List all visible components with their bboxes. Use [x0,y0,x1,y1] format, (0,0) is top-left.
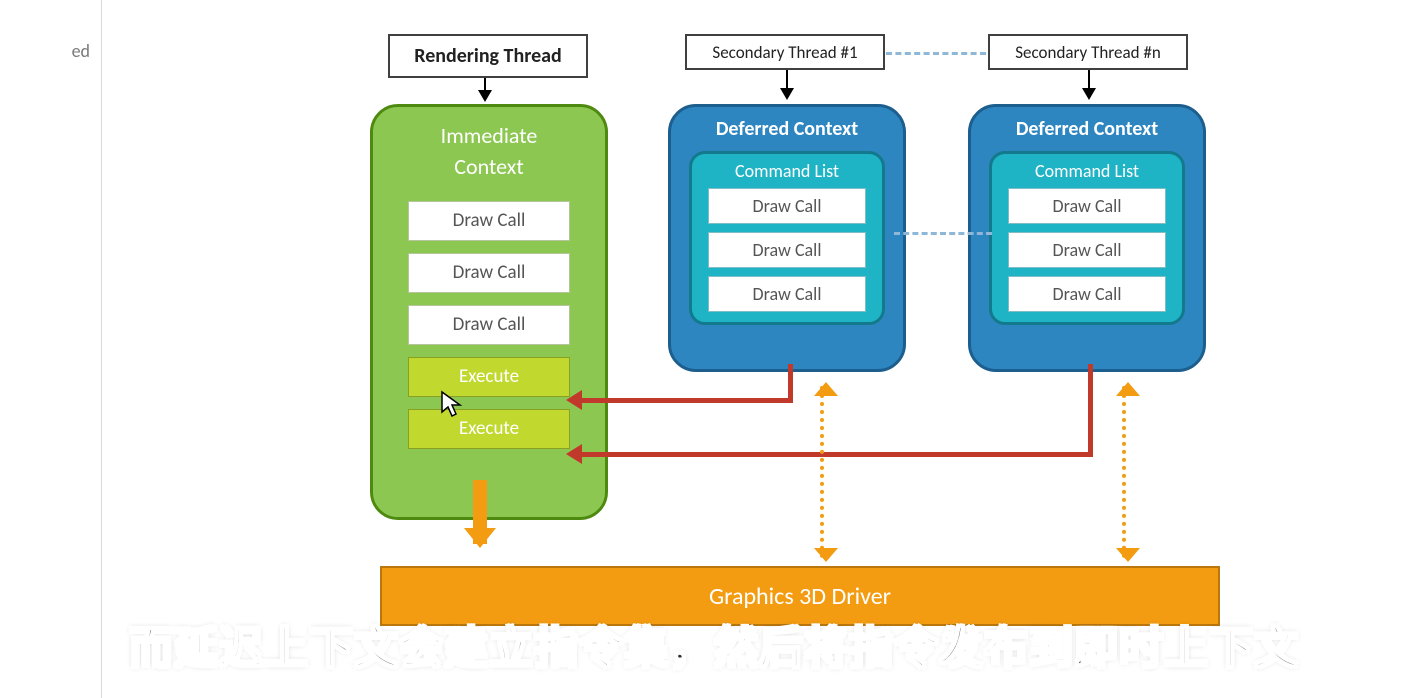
immediate-execute-1: Execute [408,357,570,397]
dash-between-contexts [894,232,992,235]
thread-secondary-1-box: Secondary Thread #1 [685,34,885,70]
command-list-n: Command List Draw Call Draw Call Draw Ca… [989,151,1185,325]
red-connector-2-h [580,452,1093,457]
immediate-draw-call-1: Draw Call [408,201,570,241]
arrow-rendering-down [484,78,486,100]
deferred-context-n-title: Deferred Context [971,117,1203,141]
thread-secondary-n-box: Secondary Thread #n [988,34,1188,70]
red-connector-2-v [1088,364,1093,457]
command-list-1-title: Command List [692,160,882,182]
arrow-secondaryn-down [1088,70,1090,98]
deferred-context-n: Deferred Context Command List Draw Call … [968,104,1206,372]
dotted-arrow-deferred1-driver [820,386,824,558]
immediate-draw-call-2: Draw Call [408,253,570,293]
deferred-context-1: Deferred Context Command List Draw Call … [668,104,906,372]
sidebar-text-fragment: ed [0,40,100,62]
deferredn-draw-call-2: Draw Call [1008,232,1166,268]
red-connector-1-h [580,398,793,403]
deferredn-draw-call-1: Draw Call [1008,188,1166,224]
arrow-immediate-to-driver [473,480,487,544]
red-connector-2-arrowhead [566,444,582,464]
immediate-title-line2: Context [454,153,523,180]
vertical-divider [101,0,102,698]
thread-rendering-box: Rendering Thread [388,34,588,78]
immediate-execute-2: Execute [408,409,570,449]
immediate-title-line1: Immediate [441,122,538,149]
command-list-1: Command List Draw Call Draw Call Draw Ca… [689,151,885,325]
deferred1-draw-call-3: Draw Call [708,276,866,312]
immediate-draw-call-3: Draw Call [408,305,570,345]
arrow-secondary1-down [786,70,788,98]
deferred-context-1-title: Deferred Context [671,117,903,141]
immediate-context-title: Immediate Context [373,121,605,183]
subtitle-caption: 而延迟上下文会建立指令集，然后将指令发布到即时上下文 [50,612,1378,676]
dotted-arrow-deferredn-driver [1122,386,1126,558]
deferred1-draw-call-1: Draw Call [708,188,866,224]
command-list-n-title: Command List [992,160,1182,182]
red-connector-1-arrowhead [566,390,582,410]
dash-between-threads [886,52,986,55]
deferredn-draw-call-3: Draw Call [1008,276,1166,312]
deferred1-draw-call-2: Draw Call [708,232,866,268]
